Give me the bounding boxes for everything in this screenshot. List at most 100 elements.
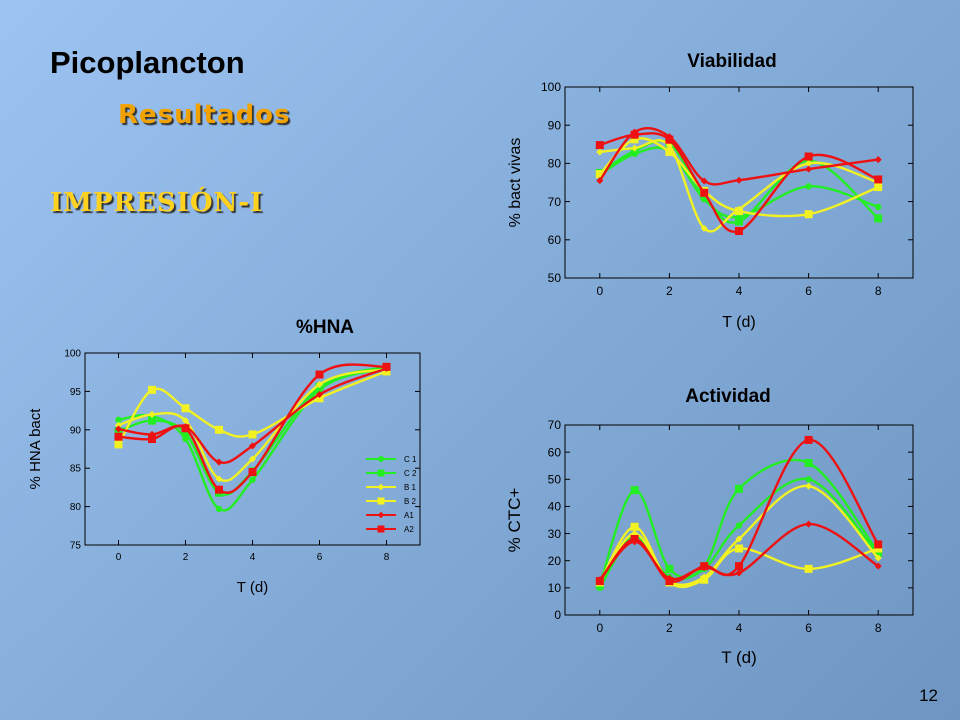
- data-point: [735, 569, 743, 577]
- data-point: [215, 425, 223, 434]
- data-point: [804, 459, 813, 467]
- data-point: [630, 135, 639, 144]
- y-tick-label: 60: [548, 233, 562, 247]
- data-point: [700, 188, 709, 197]
- y-axis-label: % HNA bact: [27, 408, 44, 490]
- data-point: [700, 562, 709, 571]
- data-point: [804, 435, 813, 444]
- data-point: [315, 390, 324, 398]
- data-point: [595, 170, 604, 179]
- data-point: [805, 476, 812, 483]
- data-point: [700, 224, 708, 232]
- y-tick-label: 95: [70, 387, 82, 398]
- data-point: [875, 203, 882, 211]
- data-point: [700, 575, 709, 584]
- x-axis-label: T (d): [722, 314, 755, 331]
- data-point: [805, 159, 813, 167]
- data-point: [874, 175, 883, 184]
- data-point: [114, 421, 123, 429]
- legend-label: B 2: [404, 497, 417, 506]
- legend-label: C 1: [404, 455, 417, 464]
- data-point: [874, 540, 883, 549]
- y-tick-label: 90: [548, 118, 562, 132]
- data-point: [248, 468, 257, 477]
- y-axis-label: % bact vivas: [507, 138, 524, 228]
- data-point: [805, 482, 813, 490]
- data-point: [735, 544, 743, 553]
- data-point: [114, 425, 123, 433]
- y-tick-label: 75: [70, 541, 82, 552]
- data-point: [665, 142, 673, 150]
- chart-legend: C 1 C 2 B 1 B 2 A1 A2: [366, 455, 417, 534]
- data-point: [735, 484, 743, 493]
- data-point: [874, 544, 883, 553]
- data-point: [148, 435, 156, 444]
- data-point: [148, 430, 156, 438]
- data-point: [805, 520, 813, 528]
- data-point: [735, 562, 743, 571]
- data-point: [665, 147, 674, 156]
- y-tick-label: 100: [64, 349, 81, 360]
- x-tick-label: 0: [596, 284, 603, 298]
- y-tick-label: 40: [548, 500, 562, 514]
- legend-marker: [377, 469, 385, 477]
- data-point: [596, 177, 604, 185]
- data-point: [215, 485, 223, 494]
- data-point: [248, 442, 257, 450]
- legend-marker: [378, 456, 384, 462]
- data-point: [215, 458, 223, 466]
- data-point: [248, 430, 257, 439]
- y-tick-label: 80: [548, 157, 562, 171]
- data-point: [630, 486, 639, 495]
- y-axis-label: % CTC+: [505, 488, 524, 553]
- x-tick-label: 2: [666, 284, 673, 298]
- data-point: [182, 435, 189, 443]
- data-point: [735, 176, 743, 184]
- x-tick-label: 8: [875, 284, 882, 298]
- data-point: [735, 522, 743, 529]
- data-point: [114, 432, 123, 441]
- data-point: [215, 475, 223, 483]
- data-point: [874, 562, 882, 570]
- legend-marker: [377, 497, 385, 505]
- data-point: [315, 380, 324, 389]
- x-tick-label: 2: [666, 621, 673, 635]
- data-point: [382, 362, 391, 371]
- y-tick-label: 100: [541, 80, 561, 94]
- data-point: [249, 476, 256, 483]
- data-point: [735, 217, 743, 226]
- chart-title: %HNA: [296, 317, 354, 338]
- data-point: [115, 416, 122, 424]
- x-tick-label: 0: [116, 552, 122, 563]
- data-point: [735, 535, 743, 543]
- data-point: [181, 417, 190, 425]
- data-point: [181, 424, 190, 433]
- legend-label: A2: [404, 525, 414, 534]
- series-b2: [595, 522, 883, 589]
- data-point: [874, 183, 883, 192]
- legend-label: A1: [404, 511, 414, 520]
- y-tick-label: 50: [548, 472, 562, 486]
- legend-label: C 2: [404, 469, 417, 478]
- plot-frame: [564, 424, 914, 616]
- series-a2: [595, 130, 883, 236]
- x-tick-label: 2: [183, 552, 189, 563]
- data-point: [665, 577, 674, 586]
- section-heading: IMPRESIÓN-I: [50, 188, 264, 218]
- data-point: [631, 144, 639, 152]
- data-point: [181, 404, 190, 413]
- data-point: [874, 214, 883, 223]
- legend-marker: [377, 511, 385, 519]
- data-point: [315, 394, 324, 403]
- series-line: [598, 438, 880, 584]
- series-a2: [595, 435, 883, 586]
- series-a2: [114, 362, 391, 494]
- data-point: [630, 522, 639, 531]
- y-tick-label: 50: [548, 271, 562, 285]
- data-point: [874, 548, 883, 557]
- y-tick-label: 30: [548, 527, 562, 541]
- data-point: [874, 156, 882, 164]
- x-tick-label: 0: [596, 621, 603, 635]
- x-tick-label: 6: [317, 552, 323, 563]
- page-number: 12: [919, 686, 938, 705]
